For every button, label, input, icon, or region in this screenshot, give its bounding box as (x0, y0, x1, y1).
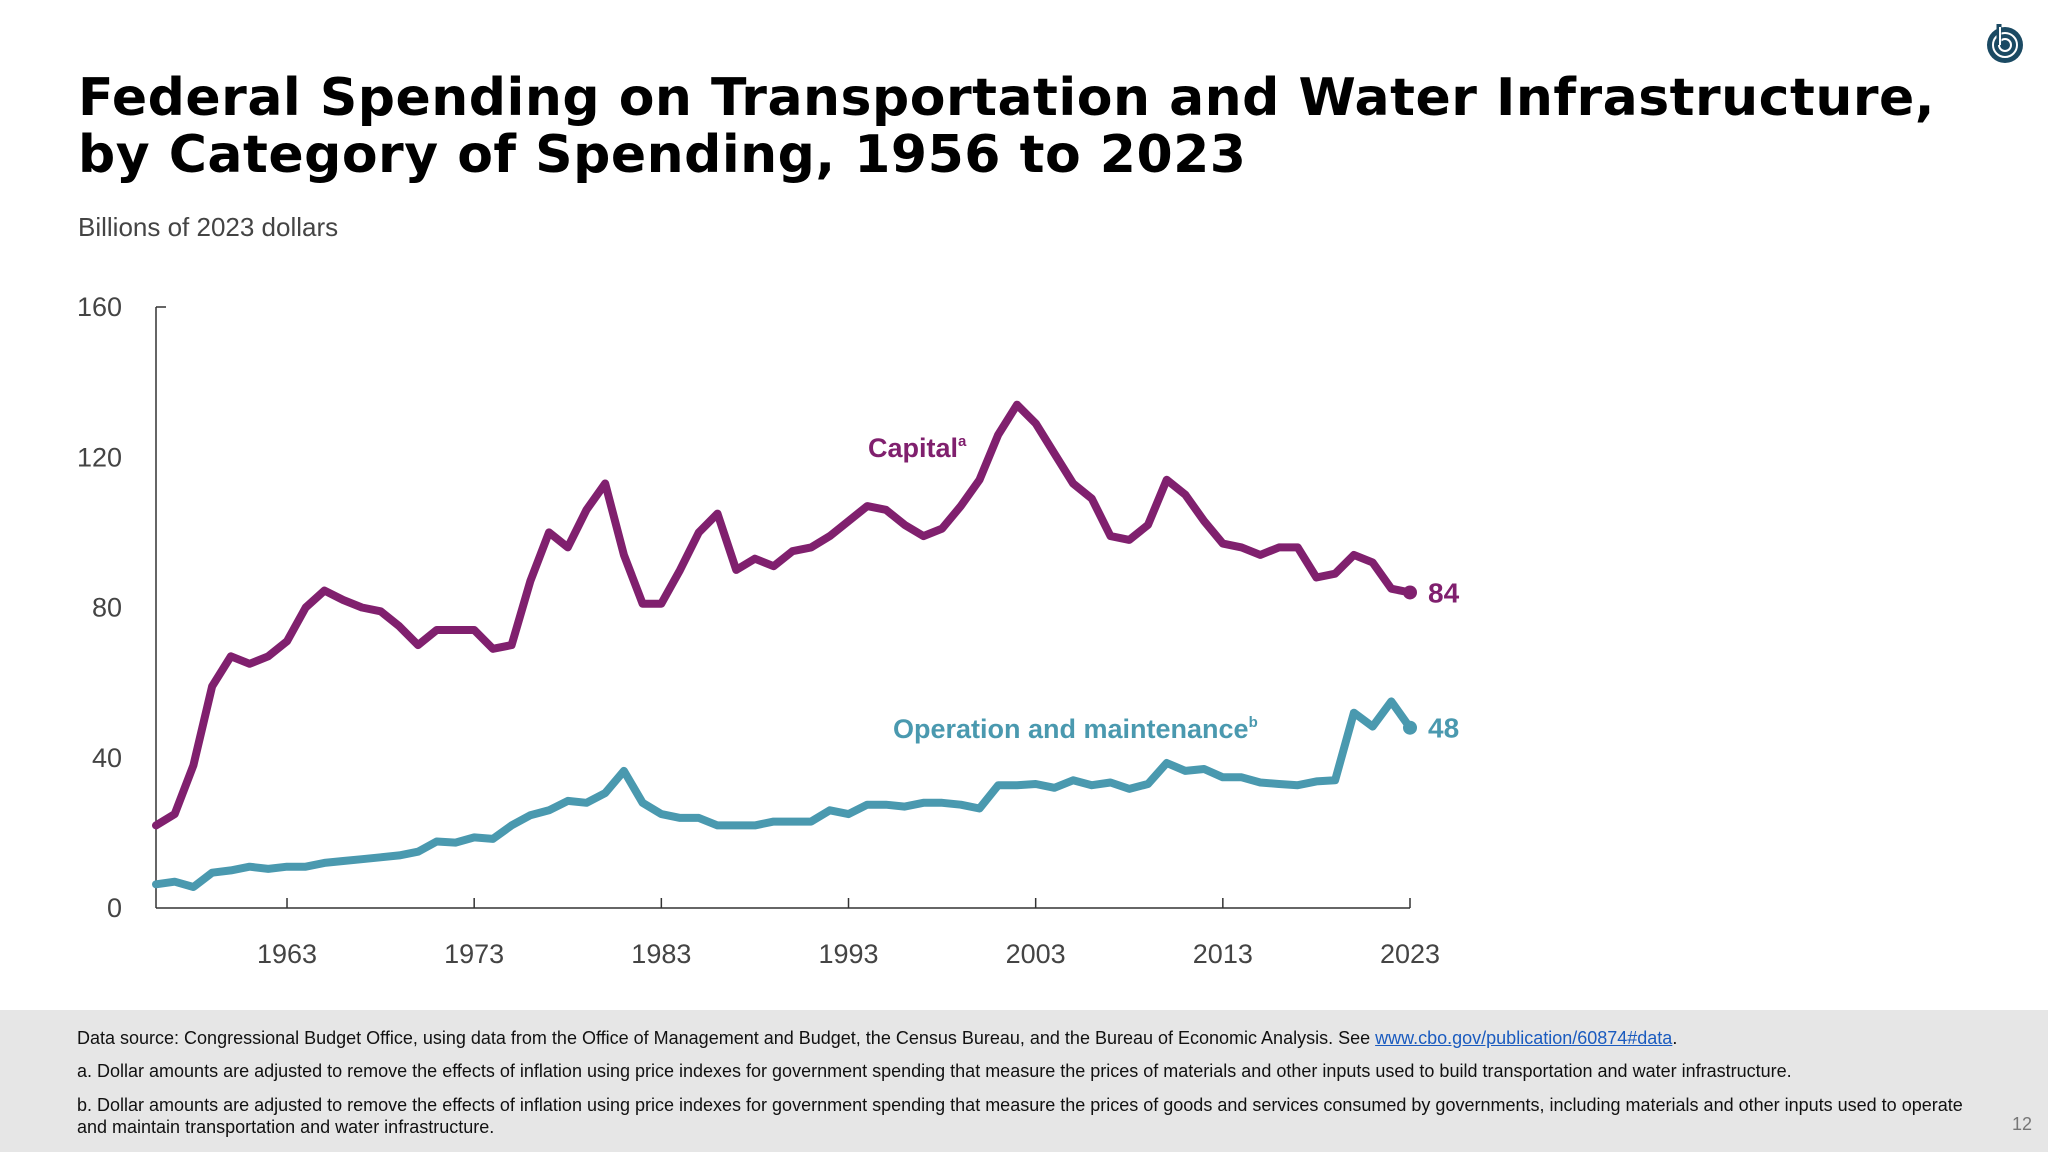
series-end-label: 84 (1428, 577, 1460, 608)
data-source-link[interactable]: www.cbo.gov/publication/60874#data (1375, 1028, 1673, 1048)
x-tick-label: 1963 (257, 939, 317, 969)
title-line-1: Federal Spending on Transportation and W… (78, 68, 1936, 128)
series-line-operation-maintenance (152, 697, 1414, 891)
series-end-marker (1403, 720, 1417, 735)
y-tick-label: 80 (92, 593, 122, 623)
cbo-logo-icon (1987, 24, 2023, 63)
series-line-capital (152, 400, 1414, 830)
page-number: 12 (2011, 1114, 2032, 1134)
data-source-suffix: . (1672, 1028, 1678, 1048)
series-label: Capitala (868, 433, 967, 463)
x-tick-label: 1983 (631, 939, 691, 969)
x-tick-label: 1973 (444, 939, 504, 969)
footer-notes: Data source: Congressional Budget Office… (0, 1010, 2048, 1152)
x-tick-label: 2023 (1380, 939, 1440, 969)
series-end-marker (1403, 585, 1417, 600)
y-tick-label: 160 (77, 292, 122, 322)
title-line-2: by Category of Spending, 1956 to 2023 (78, 125, 1247, 185)
series-note-marker: b (1249, 714, 1258, 731)
note-b: b. Dollar amounts are adjusted to remove… (77, 1095, 1963, 1137)
line-chart: 0 40 80 120 160 1963 1973 1983 1993 2003 2013 2023 8… (77, 292, 1460, 969)
y-tick-label: 0 (107, 893, 122, 923)
y-tick-label: 40 (92, 743, 122, 773)
series-label: Operation and maintenanceb (893, 714, 1258, 744)
data-source-note: Data source: Congressional Budget Office… (77, 1027, 1977, 1049)
note-a: a. Dollar amounts are adjusted to remove… (77, 1061, 1792, 1081)
series-end-label: 48 (1428, 713, 1459, 744)
series-note-marker: a (958, 433, 967, 450)
x-tick-label: 2003 (1006, 939, 1066, 969)
y-axis-unit-label: Billions of 2023 dollars (78, 212, 339, 242)
data-source-text: Data source: Congressional Budget Office… (77, 1028, 1376, 1048)
y-tick-label: 120 (77, 442, 122, 472)
page-title: Federal Spending on Transportation and W… (78, 70, 1935, 184)
x-tick-label: 1993 (818, 939, 878, 969)
x-tick-label: 2013 (1193, 939, 1253, 969)
